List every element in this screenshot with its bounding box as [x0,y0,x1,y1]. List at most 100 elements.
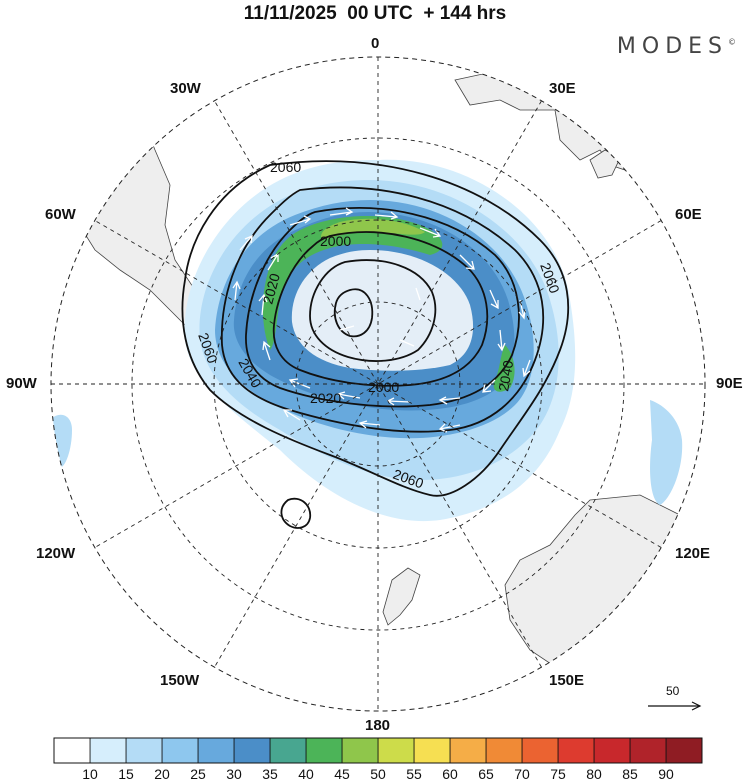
contour-2060 [181,160,570,497]
new-zealand-land [382,567,421,626]
lon-label-60e: 60E [675,206,702,223]
colorbar-swatch [557,737,595,764]
contour-label: 2040 [495,359,516,393]
lon-label-150w: 150W [160,672,200,689]
colorbar [53,737,703,764]
colorbar-swatch [161,737,199,764]
wind-vector [239,234,253,251]
colorbar-tick-label: 65 [478,766,494,782]
colorbar-tick-label: 85 [622,766,638,782]
colorbar-swatch [413,737,451,764]
colorbar-swatch [89,737,127,764]
meridians [51,57,705,711]
wind-vector [497,329,506,352]
wind-vector [329,207,354,216]
wind-vector [415,287,421,301]
contour-2040 [220,186,545,433]
wind-vector [522,359,531,378]
wind-vector [336,391,361,400]
contour-2020 [245,207,520,408]
colorbar-tick-label: 80 [586,766,602,782]
contour-label: 2020 [310,390,341,406]
wind-vector [438,396,461,405]
colorbar-tick-label: 60 [442,766,458,782]
meridian-120 [94,220,662,548]
wind-vector [258,293,268,316]
wind-vector [374,211,399,220]
colorbar-tick-label: 35 [262,766,278,782]
meridian-150 [214,100,542,668]
colorbar-tick-label: 50 [370,766,386,782]
wind-vector [489,289,499,310]
contour-small-cell [280,497,312,529]
wind-core-inner [291,250,474,371]
colorbar-tick-label: 75 [550,766,566,782]
contour-label: 2000 [368,379,399,395]
colorbar-swatch [269,737,307,764]
lon-label-180: 180 [365,717,391,734]
colorbar-tick-label: 55 [406,766,422,782]
colorbar-swatch [449,737,487,764]
colorbar-swatch [629,737,667,764]
colorbar-tick-label: 70 [514,766,530,782]
colorbar-tick-label: 20 [154,766,170,782]
colorbar-swatch [305,737,343,764]
wind-vector [262,340,271,361]
meridian-60 [94,220,662,548]
wind-vectors [232,207,531,433]
wind-vector [289,215,312,226]
colorbar-swatch [341,737,379,764]
colorbar-swatch [593,737,631,764]
contour-label: 2000 [320,233,351,249]
wind-vector [339,325,355,331]
lon-label-90w: 90W [6,375,37,392]
lon-label-120e: 120E [675,545,711,562]
colorbar-tick-label: 40 [298,766,314,782]
colorbar-tick-label: 25 [190,766,206,782]
colorbar-tick-label: 45 [334,766,350,782]
brand-logo: MODES© [617,34,736,59]
wind-vector [482,379,496,393]
reference-vector-label: 50 [666,684,680,698]
lon-label-90e: 90E [716,375,743,392]
brand-text: MODES [616,34,728,59]
lon-label-60w: 60W [45,206,76,223]
colorbar-swatch [665,737,703,764]
wind-vector [232,280,241,301]
madagascar-land [589,149,621,179]
colorbar-swatch [485,737,523,764]
wind-vector [399,339,415,347]
colorbar-swatch [233,737,271,764]
lon-label-0: 0 [371,35,380,52]
colorbar-tick-label: 90 [658,766,674,782]
wind-vector [282,409,301,421]
wind-vector [358,420,381,429]
lon-label-120w: 120W [36,545,76,562]
brand-mark: © [728,37,736,47]
meridian-30 [214,100,542,668]
colorbar-swatch [197,737,235,764]
colorbar-swatch [377,737,415,764]
colorbar-swatch [521,737,559,764]
wind-patch-east [650,400,683,505]
contour-label: 2020 [259,271,283,305]
latitude-circle [131,137,625,631]
reference-vector [648,701,702,711]
wind-band-50 [321,218,425,240]
contour-inner [309,259,437,362]
contour-label: 2060 [270,159,301,175]
lon-label-30e: 30E [549,80,576,97]
lon-label-30w: 30W [170,80,201,97]
colorbar-tick-label: 15 [118,766,134,782]
wind-vector [459,254,475,270]
colorbar-tick-label: 10 [82,766,98,782]
colorbar-swatch [53,737,91,764]
colorbar-swatch [125,737,163,764]
map-title: 11/11/2025 00 UTC + 144 hrs [243,3,507,24]
map-boundary [50,56,706,712]
lon-label-150e: 150E [549,672,585,689]
height-contours [181,160,570,529]
contour-pole-low [333,288,374,338]
colorbar-tick-label: 30 [226,766,242,782]
